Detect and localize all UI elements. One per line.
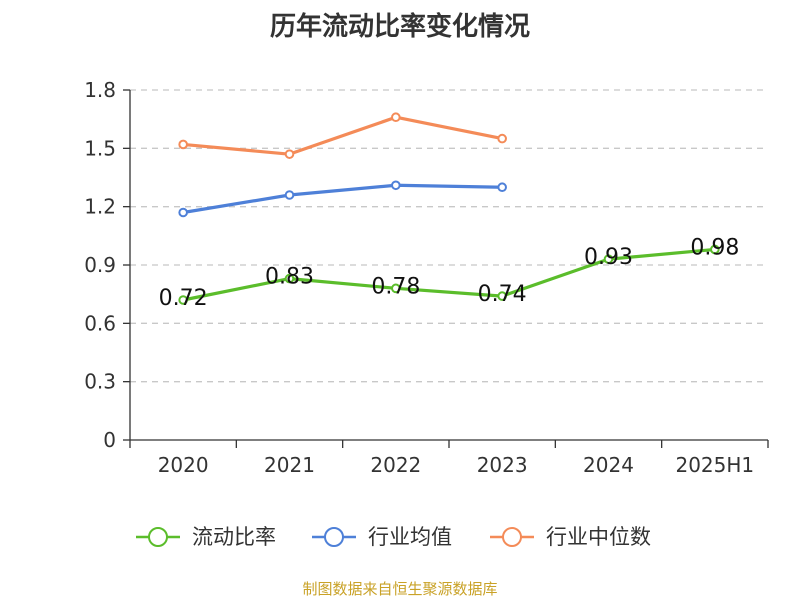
data-label: 0.72 [159,286,208,311]
series-lines [178,112,720,305]
data-point [497,291,507,301]
x-tick-label: 2023 [477,453,528,477]
y-tick-label: 0 [103,428,116,452]
legend: 流动比率 行业均值 行业中位数 [136,525,651,549]
legend-marker-icon [502,527,522,547]
y-axis-ticks: 0 0.3 0.6 0.9 1.2 1.5 1.8 [84,78,130,452]
data-point [178,207,188,218]
y-tick-label: 1.8 [84,78,116,102]
data-point [391,112,401,123]
data-point [284,149,295,159]
data-label: 0.78 [371,274,420,299]
data-point [284,190,295,200]
data-label: 0.93 [584,245,633,270]
data-label: 0.74 [478,282,527,307]
data-point [178,139,188,150]
y-tick-label: 1.2 [84,195,116,219]
x-tick-label: 2022 [370,453,421,477]
chart-title: 历年流动比率变化情况 [269,12,530,42]
data-label: 0.98 [690,235,739,260]
y-tick-label: 0.3 [84,370,116,394]
legend-item-1: 行业均值 [312,525,452,549]
data-point [284,273,295,284]
data-point [710,244,720,255]
series-line-2 [183,115,503,156]
data-point [178,295,188,305]
y-tick-label: 0.9 [84,253,116,277]
legend-marker-icon [324,527,344,547]
x-tick-label: 2020 [158,453,209,477]
data-labels: 0.72 0.83 0.78 0.74 0.93 0.98 [159,235,740,311]
data-point [603,254,614,264]
data-point [497,182,507,193]
legend-label: 行业均值 [368,525,452,549]
data-point [391,180,401,191]
data-point [391,283,401,294]
legend-item-0: 流动比率 [136,525,276,549]
x-tick-label: 2024 [583,453,634,477]
series-line-0 [182,247,715,302]
x-tick-label: 2021 [264,453,315,477]
legend-label: 流动比率 [192,525,276,549]
x-axis-ticks: 2020 2021 2022 2023 2024 2025H1 [129,440,769,477]
y-tick-label: 1.5 [84,136,116,160]
data-point [497,133,507,144]
data-label: 0.83 [265,265,314,290]
source-note: 制图数据来自恒生聚源数据库 [302,580,498,598]
series-line-1 [182,183,503,215]
legend-marker-icon [148,527,168,547]
x-tick-label: 2025H1 [675,453,754,477]
legend-item-2: 行业中位数 [490,525,651,549]
legend-label: 行业中位数 [546,525,651,549]
grid-lines [130,89,768,383]
y-tick-label: 0.6 [84,311,116,335]
